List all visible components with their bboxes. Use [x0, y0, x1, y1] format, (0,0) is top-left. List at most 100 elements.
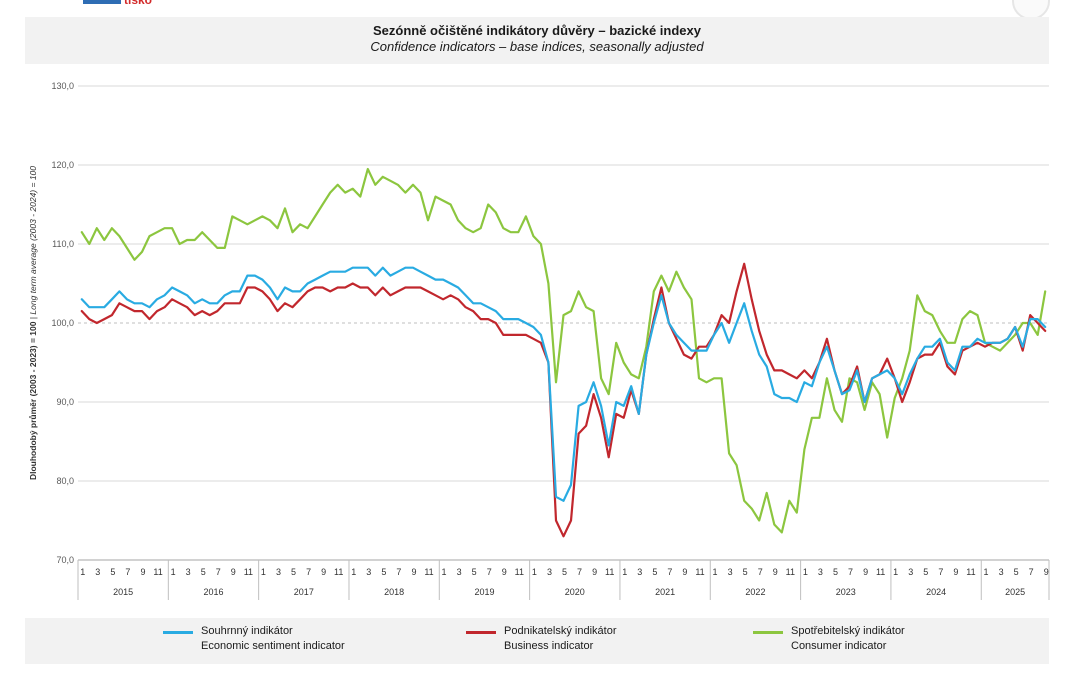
x-tick-label: 9: [682, 567, 687, 577]
x-tick-label: 11: [966, 567, 975, 577]
year-label: 2022: [745, 587, 765, 597]
x-tick-label: 5: [652, 567, 657, 577]
x-tick-label: 7: [577, 567, 582, 577]
year-label: 2019: [474, 587, 494, 597]
legend-swatch-business: [466, 631, 496, 634]
x-tick-label: 9: [953, 567, 958, 577]
y-tick-label: 80,0: [56, 476, 74, 486]
legend-label-cz: Podnikatelský indikátor: [504, 625, 617, 637]
x-tick-label: 7: [938, 567, 943, 577]
year-label: 2025: [1005, 587, 1025, 597]
x-tick-label: 1: [80, 567, 85, 577]
x-tick-label: 5: [472, 567, 477, 577]
x-tick-label: 5: [291, 567, 296, 577]
series-line-business: [80, 262, 1047, 538]
x-tick-label: 11: [605, 567, 614, 577]
chart-subtitle: Confidence indicators – base indices, se…: [370, 39, 704, 54]
x-tick-label: 7: [1029, 567, 1034, 577]
logo-text: tisko: [124, 0, 153, 7]
year-label: 2015: [113, 587, 133, 597]
legend-swatch-consumer: [753, 631, 783, 634]
year-label: 2023: [836, 587, 856, 597]
x-tick-label: 7: [667, 567, 672, 577]
legend-label-en: Business indicator: [504, 640, 594, 652]
x-tick-label: 11: [153, 567, 162, 577]
x-tick-label: 5: [110, 567, 115, 577]
x-tick-label: 3: [366, 567, 371, 577]
x-tick-label: 7: [216, 567, 221, 577]
x-tick-label: 3: [186, 567, 191, 577]
y-axis-label-italic: Long term average (2003 - 2024) = 100: [28, 166, 38, 315]
x-tick-label: 9: [411, 567, 416, 577]
chart-title: Sezónně očištěné indikátory důvěry – baz…: [372, 23, 701, 38]
year-label: 2020: [565, 587, 585, 597]
x-tick-label: 3: [728, 567, 733, 577]
x-tick-label: 5: [381, 567, 386, 577]
x-tick-label: 5: [743, 567, 748, 577]
x-tick-label: 1: [713, 567, 718, 577]
x-tick-label: 3: [547, 567, 552, 577]
x-tick-label: 5: [833, 567, 838, 577]
x-tick-label: 1: [532, 567, 537, 577]
legend-item-economic: Souhrnný indikátor Economic sentiment in…: [163, 624, 345, 654]
x-tick-label: 1: [442, 567, 447, 577]
y-tick-label: 130,0: [51, 81, 74, 91]
legend-label-en: Economic sentiment indicator: [201, 640, 345, 652]
x-tick-label: 9: [1044, 567, 1049, 577]
x-tick-label: 7: [396, 567, 401, 577]
x-tick-label: 3: [637, 567, 642, 577]
year-label: 2018: [384, 587, 404, 597]
x-tick-label: 3: [818, 567, 823, 577]
legend: Souhrnný indikátor Economic sentiment in…: [25, 618, 1049, 664]
line-chart: 70,0 80,0 90,0 100,0 110,0 120,0 130,0 Dlouhodo…: [28, 81, 1050, 600]
y-tick-label: 110,0: [52, 239, 74, 249]
y-tick-label: 120,0: [51, 160, 74, 170]
series-line-consumer: [80, 167, 1047, 534]
x-tick-label: 9: [231, 567, 236, 577]
x-tick-label: 11: [786, 567, 795, 577]
x-tick-label: 1: [351, 567, 356, 577]
x-tick-label: 7: [125, 567, 130, 577]
x-tick-label: 11: [515, 567, 524, 577]
x-tick-label: 5: [562, 567, 567, 577]
x-tick-label: 1: [803, 567, 808, 577]
legend-label-cz: Souhrnný indikátor: [201, 625, 293, 637]
y-tick-label: 70,0: [56, 555, 74, 565]
x-tick-label: 7: [758, 567, 763, 577]
x-tick-label: 9: [321, 567, 326, 577]
x-tick-label: 5: [923, 567, 928, 577]
x-tick-label: 11: [334, 567, 343, 577]
y-tick-label: 90,0: [56, 397, 74, 407]
x-tick-label: 11: [876, 567, 885, 577]
x-tick-label: 9: [773, 567, 778, 577]
legend-label-cz: Spotřebitelský indikátor: [791, 625, 905, 637]
chart-title-box: Sezónně očištěné indikátory důvěry – baz…: [25, 17, 1049, 64]
y-axis-label-main: Dlouhodobý průměr (2003 - 2023) = 100: [28, 321, 38, 480]
year-label: 2017: [294, 587, 314, 597]
x-tick-label: 7: [848, 567, 853, 577]
x-tick-label: 5: [1014, 567, 1019, 577]
x-tick-label: 9: [502, 567, 507, 577]
x-tick-label: 3: [95, 567, 100, 577]
x-tick-label: 7: [487, 567, 492, 577]
y-tick-label: 100,0: [51, 318, 74, 328]
y-axis-label-separator: |: [28, 315, 38, 322]
x-tick-label: 3: [908, 567, 913, 577]
y-axis-label: Dlouhodobý průměr (2003 - 2023) = 100 | …: [28, 166, 38, 480]
year-label: 2024: [926, 587, 946, 597]
x-tick-label: 1: [622, 567, 627, 577]
x-tick-label: 9: [140, 567, 145, 577]
x-tick-label: 1: [893, 567, 898, 577]
x-tick-label: 5: [201, 567, 206, 577]
x-tick-label: 3: [276, 567, 281, 577]
year-label: 2021: [655, 587, 675, 597]
year-label: 2016: [203, 587, 223, 597]
legend-swatch-economic: [163, 631, 193, 634]
series-line-economic: [80, 266, 1047, 502]
x-tick-label: 11: [695, 567, 704, 577]
x-tick-label: 1: [171, 567, 176, 577]
x-tick-label: 9: [592, 567, 597, 577]
legend-item-business: Podnikatelský indikátor Business indicat…: [466, 624, 617, 654]
logo-bar: [83, 0, 121, 4]
x-tick-label: 9: [863, 567, 868, 577]
